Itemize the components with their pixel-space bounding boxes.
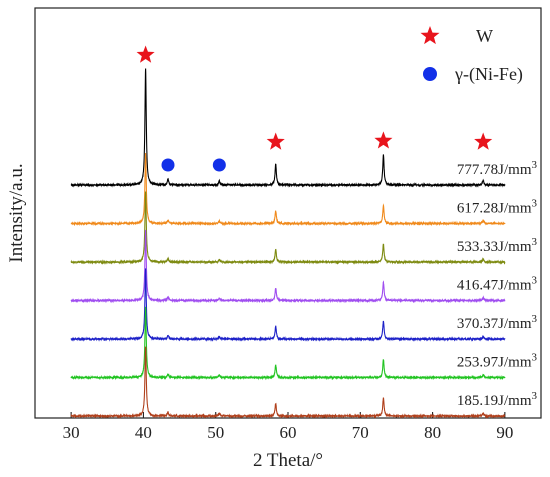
x-tick-label: 70 [352, 423, 369, 442]
series-label: 617.28J/mm3 [457, 198, 538, 217]
w-star-marker [266, 132, 285, 150]
legend-label: γ-(Ni-Fe) [454, 64, 523, 85]
legend: Wγ-(Ni-Fe) [420, 26, 523, 85]
series-line [70, 268, 506, 342]
x-tick-label: 60 [280, 423, 297, 442]
x-tick-label: 50 [207, 423, 224, 442]
legend-star-icon [420, 26, 440, 45]
legend-circle-icon [423, 67, 437, 81]
w-star-marker [374, 131, 393, 149]
series-label: 185.19J/mm3 [457, 390, 538, 409]
series-line [70, 306, 506, 381]
ni-fe-circle-marker [212, 158, 226, 172]
y-axis-title: Intensity/a.u. [6, 163, 27, 262]
series-label: 416.47J/mm3 [457, 275, 538, 294]
series-labels: 777.78J/mm3 617.28J/mm3 533.33J/mm3 416.47J… [457, 159, 538, 409]
series-label: 253.97J/mm3 [457, 352, 538, 371]
series-line [70, 153, 506, 227]
w-star-marker [474, 132, 493, 150]
series-line [70, 68, 506, 188]
x-tick-label: 30 [63, 423, 80, 442]
x-tick-label: 80 [424, 423, 441, 442]
series-line [70, 191, 506, 265]
series-line [70, 346, 506, 419]
series-line [70, 229, 506, 304]
w-star-marker [136, 45, 155, 63]
x-axis-title: 2 Theta/° [253, 450, 323, 471]
series-label: 533.33J/mm3 [457, 236, 538, 255]
series-label: 370.37J/mm3 [457, 313, 538, 332]
x-tick-label: 40 [135, 423, 152, 442]
series-label: 777.78J/mm3 [457, 159, 538, 178]
phase-markers [136, 45, 493, 172]
legend-label: W [476, 26, 493, 46]
x-tick-label: 90 [496, 423, 513, 442]
ni-fe-circle-marker [161, 158, 175, 172]
series-lines [70, 68, 506, 419]
